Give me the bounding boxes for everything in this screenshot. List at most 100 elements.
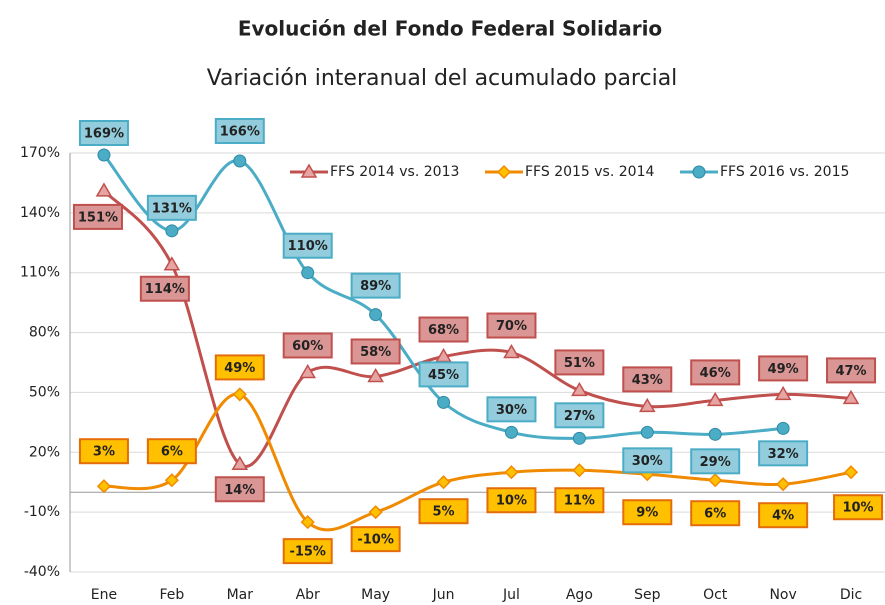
- chart-title: Evolución del Fondo Federal Solidario: [238, 17, 662, 41]
- data-label-box: [146, 438, 197, 465]
- data-label-box: [72, 203, 123, 230]
- data-label: 114%: [145, 282, 185, 297]
- data-label: 151%: [78, 210, 118, 225]
- marker: [496, 164, 512, 180]
- marker: [708, 427, 722, 441]
- data-label: 60%: [292, 339, 323, 354]
- data-label-box: [350, 272, 401, 299]
- data-label: 169%: [84, 126, 124, 141]
- series-line: [102, 189, 852, 468]
- data-label-box: [833, 494, 884, 521]
- series: [97, 148, 790, 445]
- data-label: 4%: [772, 509, 794, 524]
- data-label: 14%: [224, 483, 255, 498]
- data-label-box: [146, 194, 197, 221]
- data-label: 30%: [632, 454, 663, 469]
- data-label-box: [758, 502, 809, 529]
- x-tick-label: Ago: [566, 587, 593, 603]
- legend-label: FFS 2015 vs. 2014: [525, 164, 654, 180]
- y-tick-label: 140%: [20, 205, 60, 221]
- legend-label: FFS 2014 vs. 2013: [330, 164, 459, 180]
- marker: [640, 425, 654, 439]
- data-label: -10%: [357, 533, 394, 548]
- marker: [97, 148, 111, 162]
- y-tick-label: -40%: [24, 564, 60, 580]
- marker: [571, 381, 588, 397]
- data-label-box: [486, 312, 537, 339]
- marker: [165, 224, 179, 238]
- data-label-box: [690, 500, 741, 527]
- marker: [164, 473, 179, 488]
- marker: [95, 182, 113, 197]
- marker: [232, 387, 247, 402]
- data-label-box: [282, 232, 333, 259]
- marker: [776, 477, 791, 492]
- data-label: 30%: [496, 403, 527, 418]
- data-label: 10%: [842, 501, 873, 516]
- data-label-box: [418, 498, 469, 525]
- x-tick-label: Feb: [159, 587, 184, 603]
- data-label: 45%: [428, 368, 459, 383]
- chart-subtitle: Variación interanual del acumulado parci…: [207, 66, 678, 91]
- marker: [774, 385, 792, 401]
- data-label: 110%: [288, 239, 328, 254]
- marker: [233, 154, 247, 168]
- data-label: 9%: [636, 506, 658, 521]
- marker: [300, 515, 315, 530]
- data-label: 70%: [496, 319, 527, 334]
- marker: [299, 363, 317, 379]
- data-label-box: [418, 316, 469, 343]
- marker: [572, 463, 587, 478]
- y-tick-label: 50%: [29, 384, 60, 400]
- data-label: 6%: [704, 507, 726, 522]
- x-tick-label: Dic: [840, 587, 862, 603]
- data-label-box: [622, 499, 673, 526]
- data-label-box: [78, 438, 129, 465]
- marker: [842, 389, 860, 405]
- data-label-box: [554, 487, 605, 514]
- marker: [692, 165, 706, 179]
- marker: [437, 395, 451, 409]
- marker: [163, 256, 181, 271]
- data-label-box: [350, 338, 401, 365]
- marker: [843, 465, 859, 480]
- marker: [301, 266, 315, 280]
- marker: [708, 473, 723, 488]
- legend-label: FFS 2016 vs. 2015: [720, 164, 849, 180]
- marker: [638, 397, 656, 413]
- series-line: [102, 153, 784, 440]
- data-label: 89%: [360, 279, 391, 294]
- data-label: 58%: [360, 345, 391, 360]
- marker: [368, 505, 383, 520]
- data-label: 29%: [700, 455, 731, 470]
- data-label: 51%: [564, 356, 595, 371]
- x-tick-label: Jun: [432, 587, 455, 603]
- marker: [503, 344, 520, 359]
- marker: [776, 421, 790, 435]
- data-label: 46%: [700, 366, 731, 381]
- data-label: 47%: [835, 364, 866, 379]
- data-label: 49%: [768, 362, 799, 377]
- data-label: 32%: [768, 447, 799, 462]
- data-label: 5%: [433, 505, 455, 520]
- data-label-box: [78, 119, 129, 146]
- data-label-box: [622, 447, 673, 474]
- x-tick-label: Jul: [502, 587, 520, 603]
- marker: [572, 431, 586, 445]
- data-label: 131%: [152, 201, 192, 216]
- data-label-box: [486, 396, 537, 423]
- data-label: 10%: [496, 494, 527, 509]
- marker: [231, 455, 249, 471]
- data-label: 68%: [428, 323, 459, 338]
- y-tick-label: 20%: [29, 444, 60, 460]
- data-label-box: [418, 361, 469, 388]
- y-tick-label: 110%: [20, 265, 60, 281]
- y-tick-label: 170%: [20, 145, 60, 161]
- data-label: -15%: [289, 545, 326, 560]
- data-label-box: [282, 538, 333, 565]
- data-label-box: [690, 359, 741, 386]
- data-label: 11%: [564, 494, 595, 509]
- data-label-box: [214, 117, 265, 144]
